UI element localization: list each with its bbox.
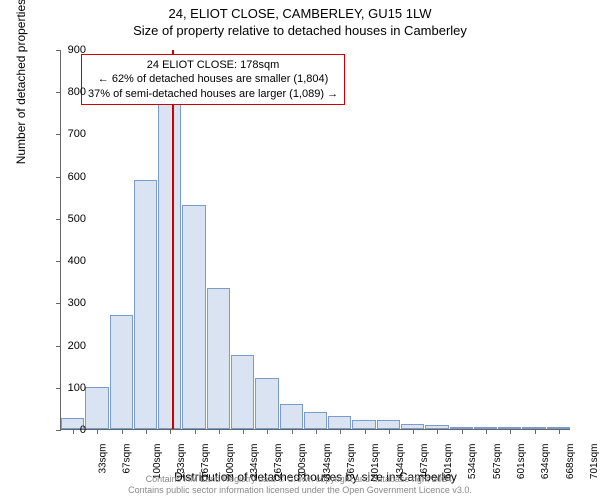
title-subtitle: Size of property relative to detached ho… [0,21,600,38]
histogram-bar [110,315,133,429]
histogram-bar [304,412,327,429]
y-tick-label: 500 [68,213,86,225]
y-tick-mark [56,219,61,220]
y-tick-label: 400 [68,255,86,267]
x-tick-mark [146,429,147,434]
histogram-bar [352,420,375,429]
annotation-line1: 24 ELIOT CLOSE: 178sqm [88,58,338,72]
y-tick-mark [56,134,61,135]
annotation-box: 24 ELIOT CLOSE: 178sqm ← 62% of detached… [81,54,345,105]
x-tick-mark [559,429,560,434]
title-address: 24, ELIOT CLOSE, CAMBERLEY, GU15 1LW [0,0,600,21]
footer-line2: Contains public sector information licen… [0,485,600,496]
x-tick-mark [170,429,171,434]
x-tick-mark [510,429,511,434]
x-tick-mark [73,429,74,434]
x-tick-mark [267,429,268,434]
y-tick-label: 700 [68,128,86,140]
y-tick-mark [56,303,61,304]
y-tick-mark [56,346,61,347]
chart-container: 24, ELIOT CLOSE, CAMBERLEY, GU15 1LW Siz… [0,0,600,500]
annotation-line3: 37% of semi-detached houses are larger (… [88,87,338,101]
y-tick-label: 600 [68,171,86,183]
y-tick-label: 900 [68,44,86,56]
x-tick-mark [97,429,98,434]
y-axis-label: Number of detached properties [14,0,28,164]
footer-attribution: Contains HM Land Registry data © Crown c… [0,474,600,496]
y-tick-label: 800 [68,86,86,98]
x-tick-mark [462,429,463,434]
x-tick-mark [413,429,414,434]
y-tick-mark [56,92,61,93]
y-tick-mark [56,177,61,178]
histogram-bar [377,420,400,429]
histogram-bar [255,378,278,429]
histogram-bar [158,100,181,429]
reference-line [172,50,174,429]
footer-line1: Contains HM Land Registry data © Crown c… [0,474,600,485]
y-tick-mark [56,261,61,262]
x-tick-mark [195,429,196,434]
y-tick-label: 200 [68,340,86,352]
y-tick-mark [56,50,61,51]
x-tick-mark [365,429,366,434]
histogram-bar [85,387,108,429]
histogram-bar [207,288,230,429]
annotation-line2: ← 62% of detached houses are smaller (1,… [88,72,338,86]
x-tick-mark [389,429,390,434]
y-tick-mark [56,430,61,431]
y-tick-label: 0 [80,424,86,436]
x-tick-mark [340,429,341,434]
histogram-bar [182,205,205,429]
y-tick-label: 300 [68,297,86,309]
x-tick-label: 33sqm [98,444,109,474]
histogram-bar [280,404,303,429]
x-tick-mark [292,429,293,434]
x-tick-mark [122,429,123,434]
x-tick-mark [316,429,317,434]
chart-plot-area: Number of detached properties Distributi… [60,50,570,430]
histogram-bar [328,416,351,429]
x-tick-mark [219,429,220,434]
y-tick-mark [56,388,61,389]
x-tick-label: 67sqm [122,444,133,474]
x-tick-mark [243,429,244,434]
histogram-bar [134,180,157,429]
x-tick-mark [437,429,438,434]
x-tick-mark [486,429,487,434]
y-tick-label: 100 [68,382,86,394]
histogram-bar [231,355,254,429]
x-tick-mark [535,429,536,434]
